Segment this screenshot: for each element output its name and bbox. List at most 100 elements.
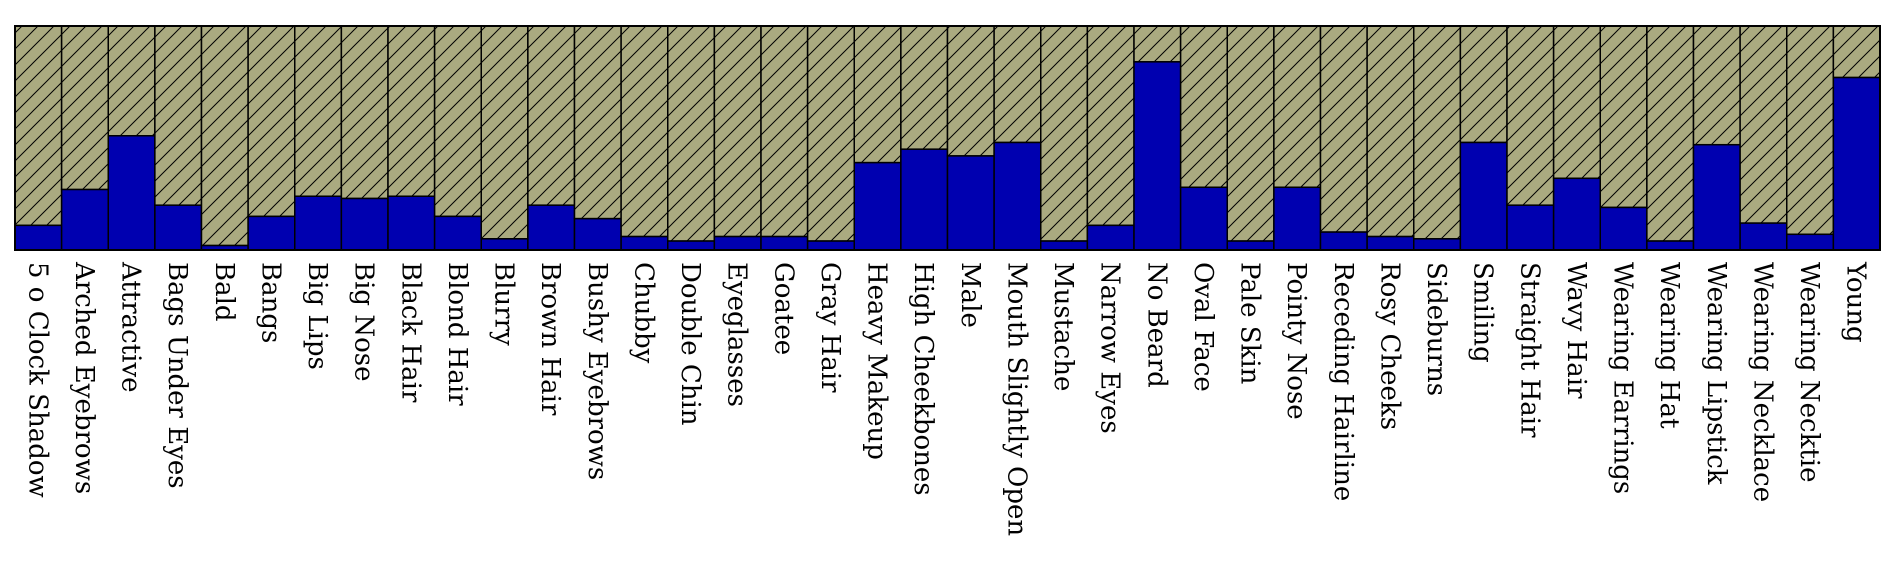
bar-positive xyxy=(1599,206,1648,251)
bar-negative-hatch xyxy=(573,25,622,220)
x-tick-label: Attractive xyxy=(116,261,146,393)
bar-negative-hatch xyxy=(1832,25,1881,79)
x-tick-label: Wearing Earrings xyxy=(1608,262,1638,494)
x-tick-label: Pale Skin xyxy=(1235,262,1265,385)
x-tick-label: Mouth Slightly Open xyxy=(1001,262,1031,536)
bar-positive xyxy=(433,215,482,251)
bar-positive xyxy=(1226,240,1275,251)
bar-positive xyxy=(1552,177,1601,251)
bar-negative-hatch xyxy=(1226,25,1275,242)
bar-negative-hatch xyxy=(1179,25,1228,189)
bar-positive xyxy=(527,204,576,251)
bar-positive xyxy=(667,240,716,251)
bar-positive xyxy=(1692,143,1741,251)
bar-positive xyxy=(1086,224,1135,251)
bar-positive xyxy=(573,217,622,251)
x-tick-label: 5 o Clock Shadow xyxy=(22,262,52,498)
x-tick-label: Young xyxy=(1841,261,1871,343)
bar-negative-hatch xyxy=(294,25,343,197)
bar-negative-hatch xyxy=(1786,25,1835,236)
bar-positive xyxy=(1040,240,1089,251)
bar-positive xyxy=(1459,141,1508,251)
bar-negative-hatch xyxy=(480,25,529,240)
x-tick-label: Blurry xyxy=(489,262,519,346)
x-tick-label: Bald xyxy=(209,262,239,322)
bar-positive xyxy=(247,215,296,251)
x-tick-label: No Beard xyxy=(1141,262,1171,388)
bar-negative-hatch xyxy=(433,25,482,218)
x-tick-label: Wearing Necktie xyxy=(1794,262,1824,483)
bar-positive xyxy=(154,204,203,251)
x-tick-label: Goatee xyxy=(768,262,798,355)
bar-positive xyxy=(1273,186,1322,251)
plot-frame xyxy=(14,25,1881,251)
x-tick-label: Straight Hair xyxy=(1514,262,1544,438)
x-tick-label: Arched Eyebrows xyxy=(69,261,99,494)
bar-positive xyxy=(480,238,529,251)
bar-positive xyxy=(993,141,1042,251)
bar-negative-hatch xyxy=(853,25,902,164)
bar-negative-hatch xyxy=(340,25,389,200)
bar-negative-hatch xyxy=(713,25,762,238)
x-tick-label: Double Chin xyxy=(675,262,705,426)
x-tick-label: Heavy Makeup xyxy=(862,262,892,460)
x-tick-label: Mustache xyxy=(1048,262,1078,391)
bar-negative-hatch xyxy=(1319,25,1368,233)
bar-positive xyxy=(294,195,343,251)
x-tick-label: Narrow Eyes xyxy=(1095,262,1125,434)
bar-positive xyxy=(713,235,762,251)
x-tick-label: Smiling xyxy=(1468,262,1498,363)
bar-negative-hatch xyxy=(1459,25,1508,144)
bar-negative-hatch xyxy=(620,25,669,238)
x-tick-label: Black Hair xyxy=(395,262,425,403)
bar-negative-hatch xyxy=(1040,25,1089,242)
bar-positive xyxy=(107,135,156,251)
bar-positive xyxy=(14,224,63,251)
bar-negative-hatch xyxy=(806,25,855,242)
x-tick-label: Rosy Cheeks xyxy=(1374,262,1404,430)
bar-negative-hatch xyxy=(760,25,809,238)
x-tick-label: Gray Hair xyxy=(815,262,845,393)
bar-positive xyxy=(1319,231,1368,251)
x-tick-label: Wavy Hair xyxy=(1561,262,1591,399)
x-tick-label: Bags Under Eyes xyxy=(162,262,192,489)
bar-positive xyxy=(806,240,855,251)
bar-negative-hatch xyxy=(154,25,203,206)
bar-negative-hatch xyxy=(107,25,156,137)
x-tick-label: Big Nose xyxy=(349,262,379,381)
bar-positive xyxy=(387,195,436,251)
bar-positive xyxy=(620,235,669,251)
bar-negative-hatch xyxy=(900,25,949,150)
bar-negative-hatch xyxy=(993,25,1042,144)
bar-negative-hatch xyxy=(1413,25,1462,240)
bar-positive xyxy=(1506,204,1555,251)
bar-negative-hatch xyxy=(1273,25,1322,189)
x-tick-label: Wearing Lipstick xyxy=(1701,262,1731,485)
x-tick-label: High Cheekbones xyxy=(908,262,938,496)
bar-positive xyxy=(340,197,389,251)
bar-positive xyxy=(853,161,902,251)
bar-positive xyxy=(1739,222,1788,251)
x-tick-label: Receding Hairline xyxy=(1328,262,1358,501)
bar-negative-hatch xyxy=(1692,25,1741,146)
bar-negative-hatch xyxy=(527,25,576,206)
bar-negative-hatch xyxy=(1366,25,1415,238)
x-tick-label: Brown Hair xyxy=(535,262,565,416)
bar-negative-hatch xyxy=(1599,25,1648,209)
bar-negative-hatch xyxy=(946,25,995,157)
x-tick-labels: 5 o Clock Shadow Arched Eyebrows Attractiv… xyxy=(22,261,1870,536)
x-tick-label: Bangs xyxy=(255,262,285,343)
x-tick-label: Wearing Hat xyxy=(1654,262,1684,429)
x-tick-label: Chubby xyxy=(628,262,658,364)
x-tick-label: Big Lips xyxy=(302,262,332,370)
bar-positive xyxy=(1832,76,1881,251)
bar-negative-hatch xyxy=(247,25,296,218)
x-tick-label: Wearing Necklace xyxy=(1747,262,1777,502)
bar-positive xyxy=(1646,240,1695,251)
bar-positive xyxy=(1366,235,1415,251)
bar-layer xyxy=(14,25,1881,251)
bar-positive xyxy=(1786,233,1835,251)
x-tick-label: Male xyxy=(955,262,985,328)
bar-negative-hatch xyxy=(387,25,436,197)
